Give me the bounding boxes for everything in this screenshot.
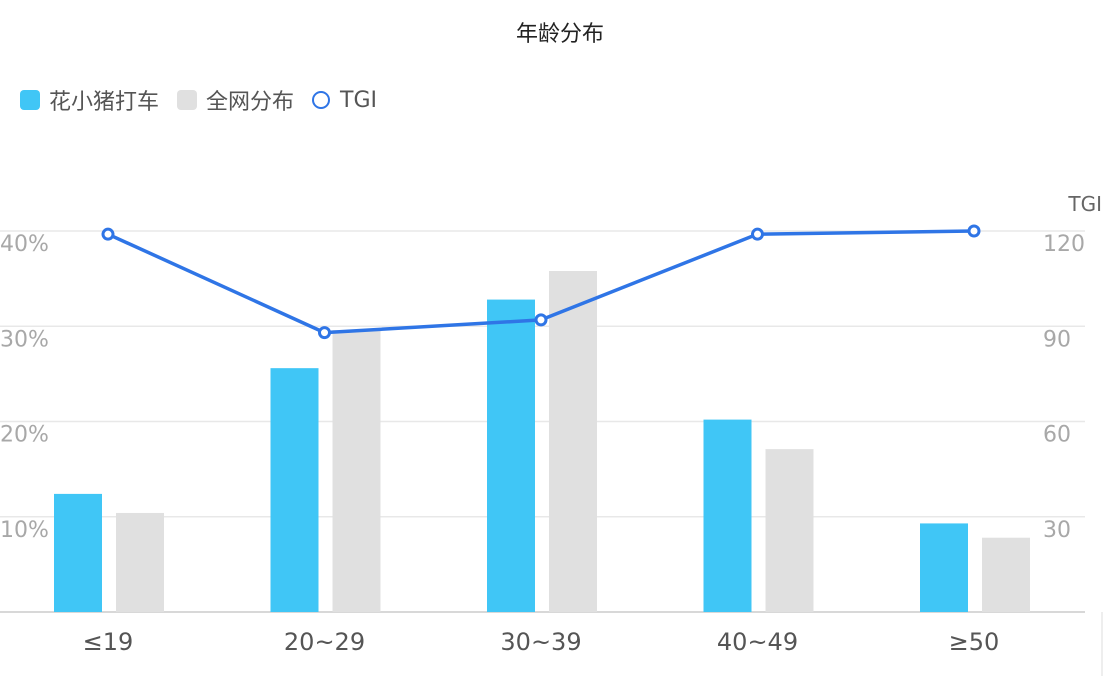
y-right-axis-label: TGI (1067, 192, 1102, 216)
bar-xiaozhu[interactable] (270, 368, 319, 612)
y-left-tick-label: 20% (0, 423, 49, 448)
y-right-tick-label: 30 (1043, 518, 1071, 543)
axis-labels: 10% 20% 30% 40% 30 60 90 120 TGI ≤19 20~29 30~39 40~… (0, 192, 1102, 656)
bars (54, 271, 1030, 612)
x-category-label: 30~39 (500, 628, 581, 656)
x-category-label: 20~29 (284, 628, 365, 656)
bar-xiaozhu[interactable] (487, 299, 535, 612)
y-left-tick-label: 30% (0, 327, 49, 352)
tgi-point[interactable] (318, 326, 331, 340)
legend-ring-icon (312, 91, 331, 109)
legend-item-xiaozhu[interactable]: 花小猪打车 (20, 84, 159, 116)
bar-network[interactable] (116, 512, 164, 612)
legend-swatch-xiaozhu (20, 90, 40, 110)
tgi-point[interactable] (534, 313, 548, 327)
bar-xiaozhu[interactable] (54, 493, 102, 612)
legend-swatch-network (177, 90, 198, 110)
legend-item-tgi[interactable]: TGI (312, 88, 377, 113)
bar-network[interactable] (549, 271, 597, 612)
y-right-tick-label: 60 (1043, 423, 1071, 448)
bar-network[interactable] (982, 537, 1030, 612)
x-category-label: ≥50 (949, 628, 1000, 656)
x-category-label: 40~49 (717, 628, 798, 656)
bar-network[interactable] (332, 330, 381, 612)
tgi-point[interactable] (101, 227, 115, 241)
x-category-label: ≤19 (83, 628, 134, 656)
bar-xiaozhu[interactable] (920, 523, 968, 612)
legend-label-tgi: TGI (340, 87, 378, 113)
legend-label-xiaozhu: 花小猪打车 (49, 90, 160, 115)
tgi-point[interactable] (751, 227, 764, 241)
tgi-line-layer (101, 224, 981, 340)
chart-title: 年龄分布 (515, 22, 604, 47)
legend-item-network[interactable]: 全网分布 (177, 84, 294, 116)
bar-xiaozhu[interactable] (703, 419, 752, 612)
y-right-tick-label: 90 (1043, 327, 1071, 352)
y-right-tick-label: 120 (1043, 232, 1085, 257)
tgi-point[interactable] (967, 224, 981, 238)
legend-label-network: 全网分布 (206, 90, 295, 115)
y-left-tick-label: 40% (0, 232, 49, 257)
grid-lines (0, 230, 1103, 676)
bar-network[interactable] (765, 449, 814, 612)
legend: 花小猪打车 全网分布 TGI (20, 84, 395, 116)
y-left-tick-label: 10% (0, 518, 49, 543)
